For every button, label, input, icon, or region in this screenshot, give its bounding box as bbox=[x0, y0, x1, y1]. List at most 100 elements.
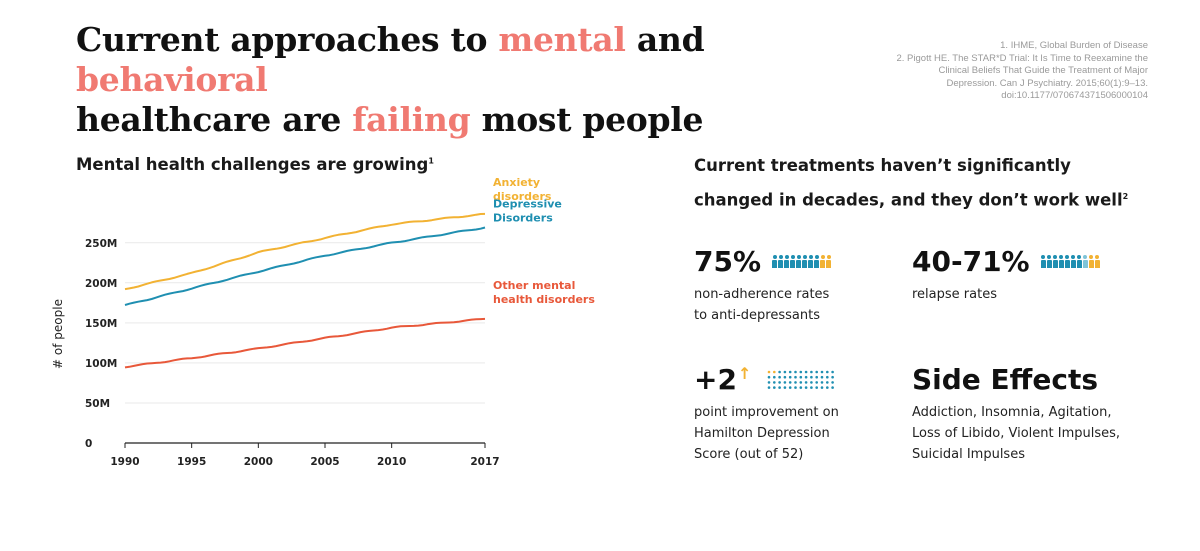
series-label: disorders bbox=[493, 190, 552, 203]
stat-non-adherence: 75% non-adherence rates to anti-depressa… bbox=[694, 246, 832, 326]
dot bbox=[831, 375, 835, 379]
chart-title-footnote: 1 bbox=[428, 156, 434, 166]
dot bbox=[815, 370, 819, 374]
person-icon bbox=[1070, 254, 1076, 268]
dot bbox=[815, 381, 819, 384]
dot bbox=[794, 386, 798, 389]
dot bbox=[815, 386, 819, 389]
dot bbox=[826, 370, 830, 374]
stat-desc: to anti-depressants bbox=[694, 308, 820, 323]
dot bbox=[805, 381, 808, 384]
stat-desc: relapse rates bbox=[912, 287, 997, 302]
person-icon bbox=[1046, 254, 1052, 268]
dot bbox=[831, 381, 835, 384]
x-tick-label: 1995 bbox=[177, 456, 206, 468]
series-label: Other mental bbox=[493, 279, 575, 292]
stat-desc: Hamilton Depression bbox=[694, 426, 830, 441]
dot bbox=[768, 375, 771, 379]
reference-line: Clinical Beliefs That Guide the Treatmen… bbox=[938, 65, 1148, 77]
person-icon bbox=[1058, 254, 1064, 268]
reference-line: doi:10.1177/070674371506000104 bbox=[1001, 90, 1148, 102]
series-label: health disorders bbox=[493, 293, 595, 306]
person-icon bbox=[1094, 254, 1100, 268]
person-icon bbox=[772, 254, 778, 268]
x-tick-label: 2005 bbox=[310, 456, 339, 468]
person-icon bbox=[1052, 254, 1058, 268]
person-icon bbox=[1088, 254, 1094, 268]
dot bbox=[810, 370, 814, 374]
y-tick-label: 100M bbox=[85, 358, 117, 370]
dot bbox=[773, 386, 777, 389]
chart-title: Mental health challenges are growing1 bbox=[76, 155, 434, 174]
series-label: Disorders bbox=[493, 212, 553, 225]
x-tick-label: 2017 bbox=[470, 456, 499, 468]
person-icon bbox=[814, 254, 820, 268]
person-icon bbox=[802, 254, 808, 268]
person-icon bbox=[796, 254, 802, 268]
y-tick-label: 150M bbox=[85, 318, 117, 330]
person-icon bbox=[808, 254, 814, 268]
treatments-title-line2: changed in decades, and they don’t work … bbox=[694, 190, 1123, 210]
dot bbox=[789, 386, 792, 389]
stat-value: 75% bbox=[694, 245, 762, 278]
series-label: Anxiety bbox=[493, 176, 540, 189]
dot bbox=[826, 381, 830, 384]
dot bbox=[821, 375, 824, 379]
stat-desc: non-adherence rates bbox=[694, 287, 830, 302]
dot bbox=[815, 375, 819, 379]
treatments-title-footnote: 2 bbox=[1122, 192, 1129, 201]
dot bbox=[799, 375, 803, 379]
title-text: Current approaches to bbox=[76, 20, 499, 59]
x-tick-label: 2010 bbox=[377, 456, 406, 468]
title-text: most people bbox=[470, 100, 704, 139]
dot bbox=[805, 370, 808, 374]
dot bbox=[821, 370, 824, 374]
dot bbox=[773, 370, 777, 374]
dot bbox=[773, 375, 777, 379]
reference-line: Depression. Can J Psychiatry. 2015;60(1)… bbox=[946, 77, 1148, 89]
y-tick-label: 200M bbox=[85, 278, 117, 290]
dot bbox=[789, 375, 792, 379]
dot bbox=[799, 386, 803, 389]
dot bbox=[805, 375, 808, 379]
person-icon bbox=[1064, 254, 1070, 268]
title-highlight-failing: failing bbox=[352, 100, 471, 139]
stat-desc: Addiction, Insomnia, Agitation, bbox=[912, 405, 1112, 420]
person-icon bbox=[778, 254, 784, 268]
dot bbox=[826, 375, 830, 379]
dot bbox=[805, 386, 808, 389]
dot bbox=[784, 370, 787, 374]
series-line-0 bbox=[124, 212, 486, 291]
treatments-title: Current treatments haven’t significantly… bbox=[694, 150, 1164, 216]
dot bbox=[794, 370, 798, 374]
person-icon bbox=[790, 254, 796, 268]
x-tick-label: 2000 bbox=[244, 456, 273, 468]
dot bbox=[831, 370, 835, 374]
dot bbox=[789, 381, 792, 384]
series-line-2 bbox=[124, 317, 486, 369]
dot bbox=[799, 381, 803, 384]
page-title: Current approaches to mental and behavio… bbox=[76, 20, 856, 140]
dot bbox=[810, 381, 814, 384]
dot bbox=[821, 381, 824, 384]
dot bbox=[831, 386, 835, 389]
dot bbox=[794, 375, 798, 379]
person-icon bbox=[784, 254, 790, 268]
person-icon bbox=[1076, 254, 1082, 268]
stat-desc: Loss of Libido, Violent Impulses, bbox=[912, 426, 1121, 441]
title-highlight-mental: mental bbox=[498, 20, 626, 59]
dot bbox=[778, 381, 782, 384]
chart-title-text: Mental health challenges are growing bbox=[76, 155, 429, 174]
stat-value: Side Effects bbox=[912, 363, 1098, 396]
series-line-1 bbox=[124, 226, 486, 306]
y-axis-label: # of people bbox=[51, 299, 65, 369]
stat-value: 40-71% bbox=[912, 245, 1030, 278]
people-icons bbox=[772, 253, 832, 272]
series-label: Depressive bbox=[493, 198, 562, 211]
dot bbox=[799, 370, 803, 374]
dot bbox=[768, 386, 771, 389]
dot bbox=[784, 375, 787, 379]
dot bbox=[778, 370, 782, 374]
stat-desc: point improvement on bbox=[694, 405, 839, 420]
title-text: healthcare are bbox=[76, 100, 353, 139]
